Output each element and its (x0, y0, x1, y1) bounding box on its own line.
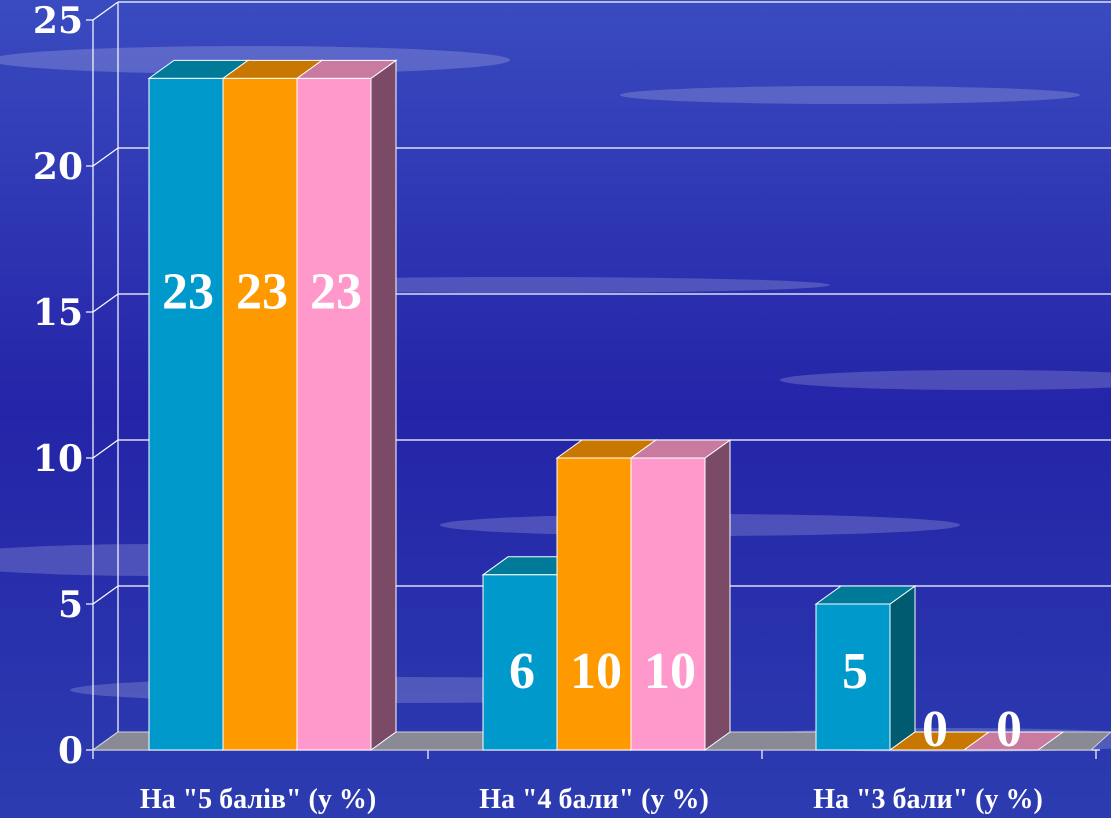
bar-front (222, 77, 298, 751)
data-label: 0 (922, 701, 948, 758)
bar-front (815, 603, 891, 751)
x-tick-label: На "4 бали" (у %) (479, 784, 709, 815)
data-label: 23 (162, 263, 214, 320)
bar-front (482, 574, 558, 751)
data-label: 10 (570, 643, 622, 700)
x-tick-label: На "3 бали" (у %) (813, 784, 1043, 815)
gridline-side (92, 1, 119, 21)
bar-front (296, 77, 372, 751)
bar (295, 59, 398, 751)
bars-layer (147, 59, 1065, 751)
y-tick-label: 5 (58, 584, 83, 626)
data-label: 5 (842, 643, 868, 700)
data-label: 23 (310, 263, 362, 320)
y-tick-label: 25 (33, 0, 83, 42)
x-tick-label: На "5 балів" (у %) (140, 784, 376, 815)
bar-side (889, 585, 916, 751)
bar (962, 731, 1065, 751)
data-label: 23 (236, 263, 288, 320)
data-label: 0 (996, 701, 1022, 758)
gridline-side (92, 585, 119, 605)
bar-front (148, 77, 224, 751)
y-tick-label: 10 (33, 438, 83, 480)
bar-side (370, 59, 397, 751)
bar-top (962, 731, 1065, 751)
bar (629, 439, 732, 751)
y-tick-label: 20 (33, 146, 83, 188)
bar-side (704, 439, 731, 751)
bar-front (556, 457, 632, 751)
gridline-side (92, 293, 119, 313)
bar (814, 585, 917, 751)
gridline-side (92, 439, 119, 459)
bar-front (630, 457, 706, 751)
data-label: 6 (509, 643, 535, 700)
data-label: 10 (644, 643, 696, 700)
y-tick-label: 15 (33, 292, 83, 334)
gridline-side (92, 147, 119, 167)
y-tick-label: 0 (58, 730, 83, 772)
